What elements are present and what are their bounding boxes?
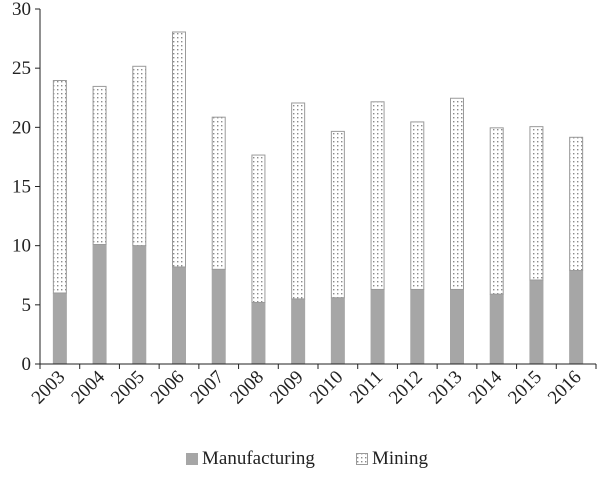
bar-manufacturing xyxy=(529,279,544,364)
legend-swatch-mining xyxy=(356,453,368,465)
x-tick-label: 2016 xyxy=(544,367,586,409)
legend-swatch-manufacturing xyxy=(186,453,198,465)
legend-label-manufacturing: Manufacturing xyxy=(202,448,315,469)
bar-manufacturing xyxy=(370,289,385,364)
legend: Manufacturing Mining xyxy=(186,448,428,469)
x-tick-label: 2014 xyxy=(465,366,507,408)
bar-manufacturing xyxy=(450,289,464,364)
legend-label-mining: Mining xyxy=(372,448,428,469)
bar-mining xyxy=(172,31,186,268)
y-tick-label: 0 xyxy=(22,354,32,375)
y-tick-label: 15 xyxy=(12,177,31,198)
bar-manufacturing xyxy=(211,269,226,364)
bar-manufacturing xyxy=(569,270,584,364)
x-tick-label: 2004 xyxy=(67,366,109,408)
x-tick-label: 2010 xyxy=(306,367,348,409)
bar-mining xyxy=(529,126,544,281)
x-tick-label: 2008 xyxy=(226,367,268,409)
x-tick-label: 2005 xyxy=(107,367,149,409)
bar-manufacturing xyxy=(489,294,504,364)
bar-manufacturing xyxy=(132,245,147,364)
y-tick-label: 10 xyxy=(12,236,31,257)
x-axis: 2003200420052006200720082009201020112012… xyxy=(28,363,597,409)
x-tick-label: 2011 xyxy=(346,367,387,408)
bar-manufacturing xyxy=(92,244,107,364)
bar-manufacturing xyxy=(291,298,306,364)
y-tick-label: 25 xyxy=(12,58,31,79)
x-tick-label: 2006 xyxy=(147,367,189,409)
bar-mining xyxy=(370,101,385,290)
bar-mining xyxy=(330,130,345,299)
bar-mining xyxy=(569,136,584,272)
bar-mining xyxy=(92,85,107,245)
bar-mining xyxy=(489,127,504,295)
bar-mining xyxy=(410,121,425,290)
bar-mining xyxy=(291,102,306,300)
y-tick-label: 20 xyxy=(12,117,31,138)
y-tick-label: 5 xyxy=(22,295,32,316)
x-tick-label: 2003 xyxy=(28,367,70,409)
x-tick-label: 2013 xyxy=(425,367,467,409)
bar-manufacturing xyxy=(251,302,266,364)
bar-mining xyxy=(132,65,147,247)
bar-mining xyxy=(450,97,464,290)
x-tick-label: 2009 xyxy=(266,367,308,409)
bar-manufacturing xyxy=(52,293,67,364)
x-tick-label: 2007 xyxy=(187,367,229,409)
bar-manufacturing xyxy=(172,266,186,364)
x-tick-label: 2012 xyxy=(385,367,427,409)
bar-manufacturing xyxy=(410,289,425,364)
bars-group xyxy=(52,31,584,364)
bar-manufacturing xyxy=(330,297,345,364)
bar-mining xyxy=(211,116,226,270)
y-tick-label: 30 xyxy=(12,0,31,20)
bar-mining xyxy=(251,154,266,303)
x-tick-label: 2015 xyxy=(504,367,546,409)
bar-mining xyxy=(52,80,67,294)
y-axis: 0 5 10 15 20 25 30 xyxy=(12,0,41,375)
